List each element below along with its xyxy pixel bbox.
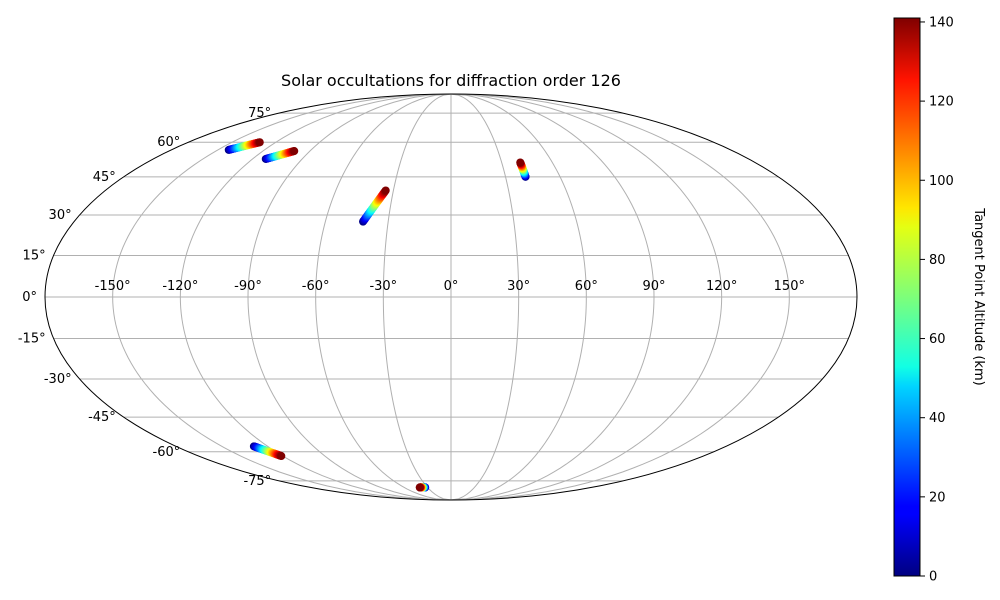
colorbar-tick-label: 80 xyxy=(929,253,946,268)
lon-tick-label: 90° xyxy=(642,279,665,294)
colorbar-tick-label: 60 xyxy=(929,332,946,347)
lon-tick-label: 60° xyxy=(575,279,598,294)
lat-tick-label: 0° xyxy=(22,290,37,305)
lat-tick-label: 60° xyxy=(157,135,180,150)
lat-tick-label: -15° xyxy=(18,332,46,347)
lat-tick-label: 15° xyxy=(23,248,46,263)
colorbar-tick-label: 140 xyxy=(929,15,954,30)
colorbar-tick-label: 120 xyxy=(929,95,954,110)
lon-tick-label: -150° xyxy=(95,279,131,294)
lat-tick-label: -60° xyxy=(153,445,181,460)
lon-tick-label: -30° xyxy=(369,279,397,294)
colorbar-tick-label: 0 xyxy=(929,570,937,585)
lat-tick-label: -30° xyxy=(44,372,72,387)
lat-tick-label: 30° xyxy=(49,208,72,223)
map-outline xyxy=(44,93,858,501)
colorbar-ticks: 0 20 40 60 80 100 120 140 xyxy=(920,15,954,585)
occultation-point xyxy=(255,138,264,147)
colorbar-tick-label: 40 xyxy=(929,411,946,426)
lon-tick-label: -90° xyxy=(234,279,262,294)
occultation-points xyxy=(224,138,530,492)
occultation-point xyxy=(516,158,525,167)
lat-tick-label: 75° xyxy=(248,106,271,121)
latitude-tick-labels: 75° 60° 45° 30° 15° 0° -15° -30° -45° -60° -75° xyxy=(18,106,271,489)
lon-tick-label: -60° xyxy=(302,279,330,294)
occultation-point xyxy=(277,452,286,461)
chart-title: Solar occultations for diffraction order… xyxy=(281,71,621,90)
colorbar: 0 20 40 60 80 100 120 140 Tangent Point Altitud… xyxy=(893,15,986,585)
occultation-point xyxy=(415,483,424,492)
colorbar-scale xyxy=(893,17,921,577)
colorbar-tick-label: 100 xyxy=(929,174,954,189)
lat-tick-label: -45° xyxy=(88,410,116,425)
colorbar-label: Tangent Point Altitude (km) xyxy=(971,207,986,385)
lon-tick-label: 150° xyxy=(774,279,805,294)
lon-tick-label: 30° xyxy=(507,279,530,294)
colorbar-tick-label: 20 xyxy=(929,490,946,505)
lon-tick-label: 120° xyxy=(706,279,737,294)
occultation-point xyxy=(290,147,299,156)
longitude-tick-labels: -150° -120° -90° -60° -30° 0° 30° 60° 90° 120° 150… xyxy=(95,279,805,294)
lon-tick-label: 0° xyxy=(444,279,459,294)
graticule xyxy=(45,93,857,501)
lat-tick-label: -75° xyxy=(243,474,271,489)
lat-tick-label: 45° xyxy=(93,170,116,185)
occultation-point xyxy=(381,186,390,195)
lon-tick-label: -120° xyxy=(162,279,198,294)
